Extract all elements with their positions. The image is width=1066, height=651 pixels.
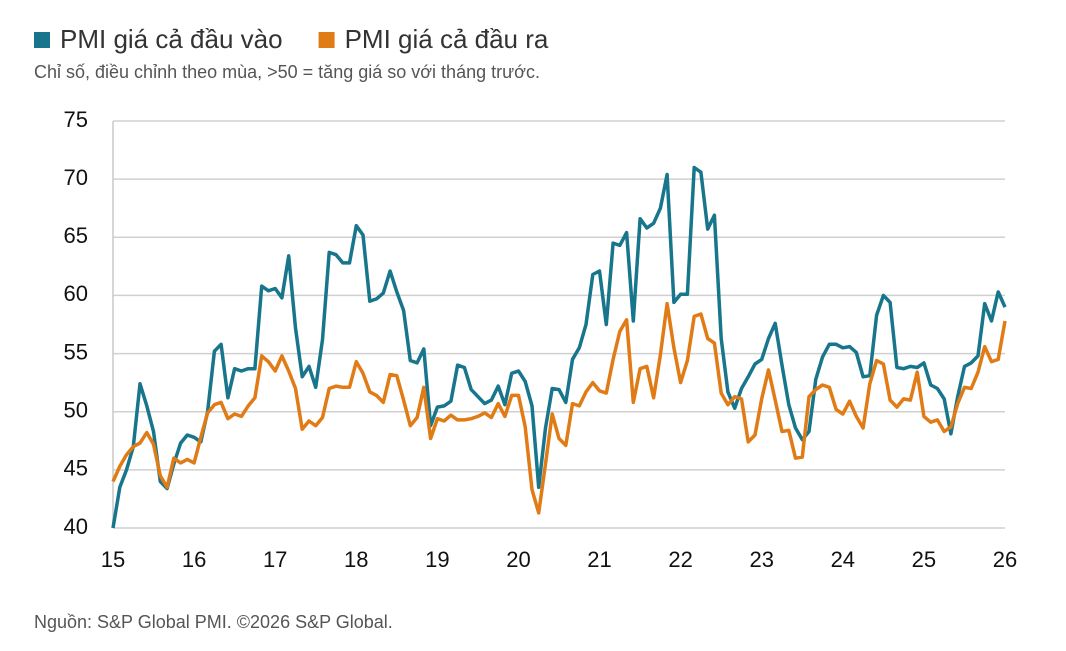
x-tick-label: 25 (912, 547, 936, 572)
legend-swatch (318, 32, 335, 48)
x-tick-label: 17 (263, 547, 287, 572)
y-tick-label: 70 (64, 165, 88, 190)
x-tick-label: 21 (587, 547, 611, 572)
x-tick-label: 19 (425, 547, 449, 572)
x-tick-label: 23 (749, 547, 773, 572)
y-tick-label: 50 (64, 398, 88, 423)
y-tick-label: 55 (64, 339, 88, 364)
source-note: Nguồn: S&P Global PMI. ©2026 S&P Global. (34, 612, 393, 632)
legend-label: PMI giá cả đầu vào (60, 24, 283, 54)
x-tick-label: 20 (506, 547, 530, 572)
x-tick-label: 18 (344, 547, 368, 572)
chart-subtitle: Chỉ số, điều chỉnh theo mùa, >50 = tăng … (34, 62, 540, 82)
x-tick-label: 24 (831, 547, 855, 572)
y-tick-label: 45 (64, 456, 88, 481)
y-tick-label: 40 (64, 514, 88, 539)
legend-label: PMI giá cả đầu ra (345, 24, 549, 54)
series-line (111, 165, 1007, 529)
x-tick-label: 26 (993, 547, 1017, 572)
y-tick-label: 60 (64, 281, 88, 306)
x-tick-label: 15 (101, 547, 125, 572)
y-tick-label: 75 (64, 107, 88, 132)
x-tick-label: 16 (182, 547, 206, 572)
y-tick-label: 65 (64, 223, 88, 248)
x-tick-label: 22 (668, 547, 692, 572)
series-line (111, 301, 1007, 515)
legend-swatch (34, 32, 50, 48)
